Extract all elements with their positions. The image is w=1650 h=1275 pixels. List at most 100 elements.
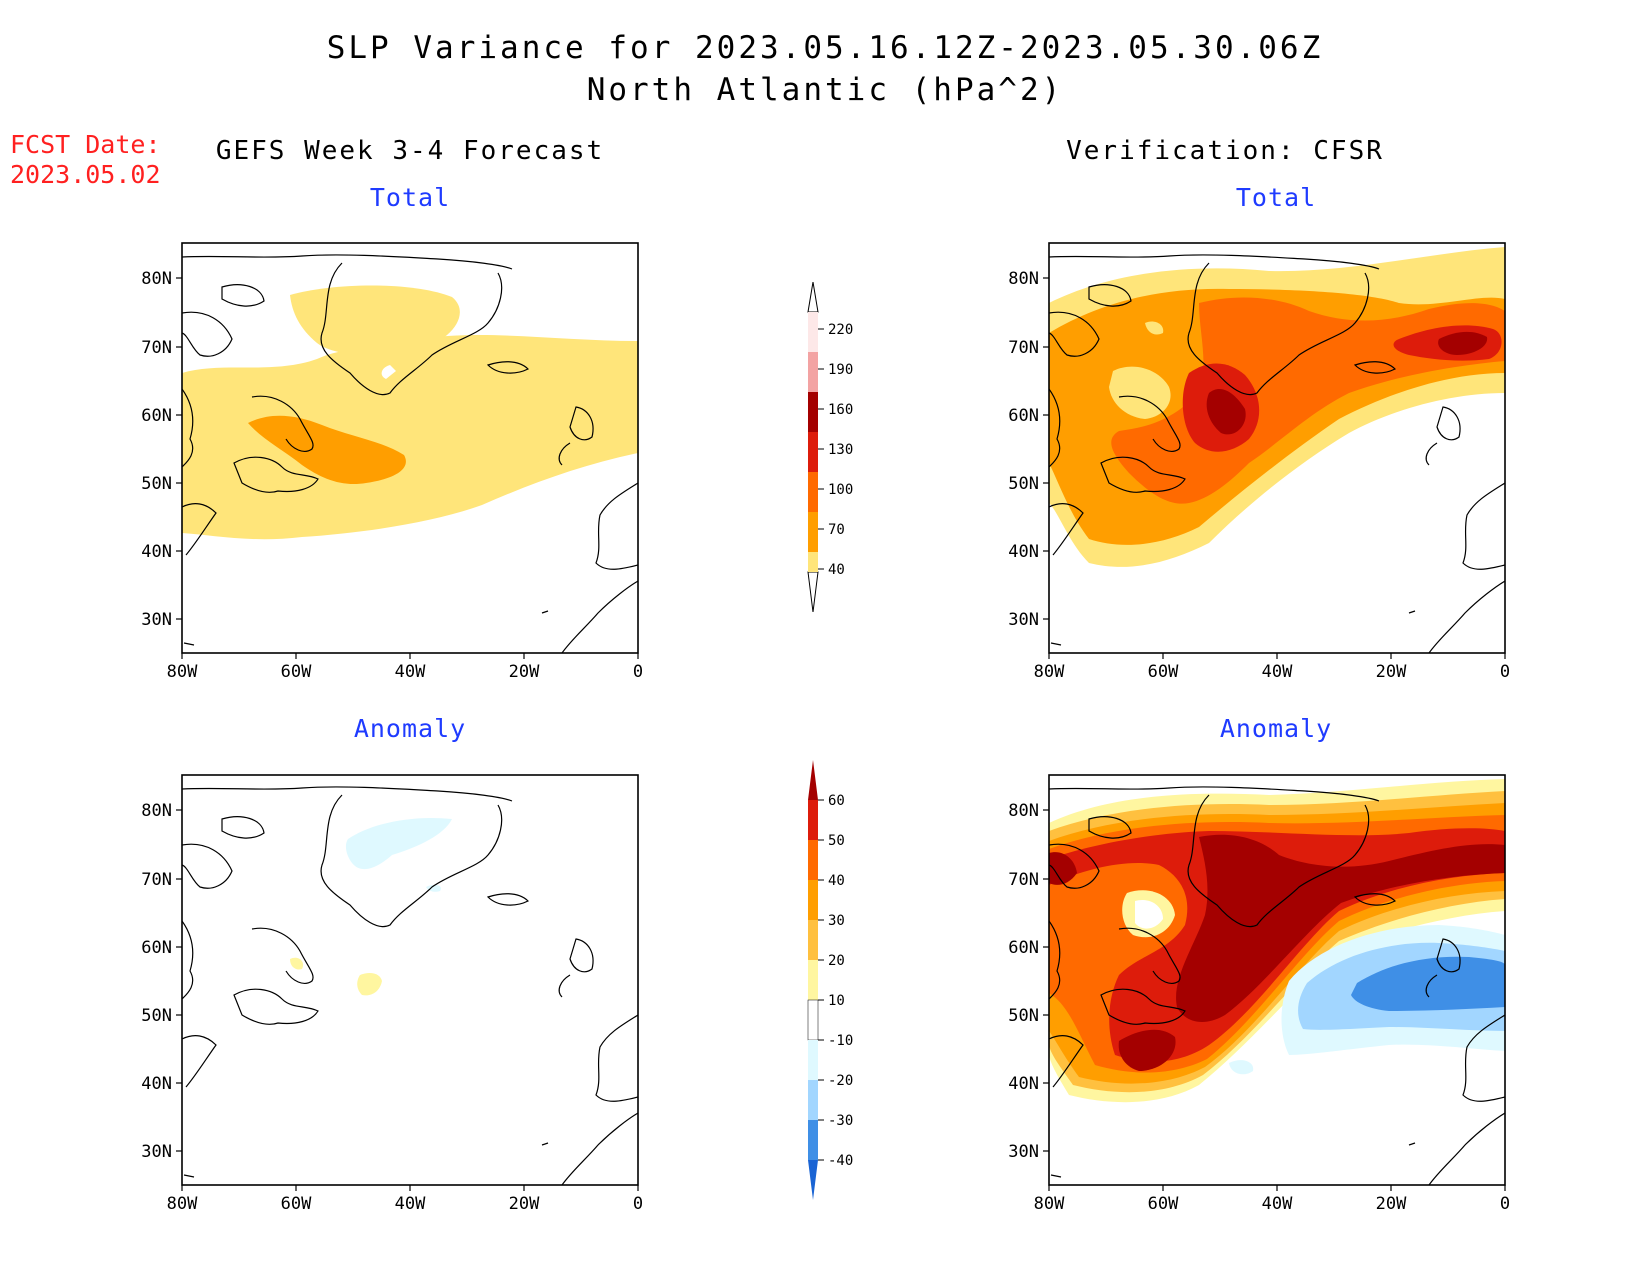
lat-label-60n: 60N (1008, 406, 1039, 426)
colorbar-anomaly-swatch (807, 999, 819, 1041)
lon-label-40w: 40W (395, 662, 426, 682)
lon-label-0: 0 (1500, 1194, 1510, 1214)
shade-pos60 (1176, 834, 1505, 1022)
shade-pos60-sw (1118, 1029, 1176, 1071)
colorbar-anomaly-label: 30 (828, 913, 845, 929)
lat-label-60n: 60N (141, 406, 172, 426)
colorbar-anomaly-label: 10 (828, 993, 845, 1009)
lat-label-80n: 80N (141, 801, 172, 821)
colorbar-anomaly-arrow-bottom (808, 1160, 818, 1200)
colorbar-total-label: 190 (828, 362, 853, 378)
colorbar-anomaly-swatch (808, 840, 818, 880)
colorbar-total-swatch (808, 472, 818, 512)
colorbar-anomaly: 60 50 40 30 20 10 -10 -20 -30 -40 (800, 760, 880, 1210)
shade-40-70-north (290, 285, 460, 356)
left-column-heading: GEFS Week 3-4 Forecast (215, 136, 605, 166)
colorbar-total-swatch (808, 432, 818, 472)
colorbar-anomaly-swatch (808, 1080, 818, 1120)
coastlines (1049, 786, 1505, 1185)
lon-label-60w: 60W (281, 662, 312, 682)
lon-label-20w: 20W (1376, 662, 1407, 682)
lon-label-60w: 60W (1148, 1194, 1179, 1214)
right-column-heading: Verification: CFSR (1066, 136, 1384, 166)
colorbar-total: 220 190 160 130 100 70 40 (800, 282, 880, 612)
lat-label-60n: 60N (141, 938, 172, 958)
lon-label-0: 0 (633, 662, 643, 682)
lat-label-50n: 50N (141, 1006, 172, 1026)
panel-title-bottom-left: Anomaly (353, 714, 467, 743)
shade-160 (1206, 388, 1246, 435)
colorbar-total-label: 160 (828, 402, 853, 418)
map-verification-total: 80N 70N 60N 50N 40N 30N 80W 60W 40W 20W … (977, 236, 1537, 686)
shade-70-100 (248, 415, 406, 485)
colorbar-anomaly-swatch (808, 1120, 818, 1160)
colorbar-anomaly-swatch (808, 920, 818, 960)
colorbar-anomaly-label: 40 (828, 873, 845, 889)
shade-neg10 (345, 817, 452, 870)
fcst-date-value: 2023.05.02 (10, 160, 161, 189)
chart-subtitle: North Atlantic (hPa^2) (586, 72, 1064, 108)
lat-label-40n: 40N (141, 1074, 172, 1094)
lat-label-40n: 40N (141, 542, 172, 562)
shade-160-east (1438, 331, 1488, 355)
colorbar-anomaly-label: 20 (828, 953, 845, 969)
shade-pos10 (290, 957, 304, 970)
lat-label-50n: 50N (1008, 1006, 1039, 1026)
lon-label-40w: 40W (1262, 662, 1293, 682)
coastlines (1049, 254, 1505, 653)
colorbar-total-label: 130 (828, 442, 853, 458)
map-forecast-total: 80N 70N 60N 50N 40N 30N 80W 60W 40W 20W … (110, 236, 670, 686)
lon-label-80w: 80W (1034, 1194, 1065, 1214)
colorbar-anomaly-label: -10 (828, 1033, 853, 1049)
lat-label-50n: 50N (1008, 474, 1039, 494)
colorbar-anomaly-label: -30 (828, 1113, 853, 1129)
lat-label-80n: 80N (141, 269, 172, 289)
coastlines (182, 254, 638, 653)
lon-label-0: 0 (633, 1194, 643, 1214)
lon-label-60w: 60W (1148, 662, 1179, 682)
fcst-date-block: FCST Date: 2023.05.02 (10, 130, 161, 190)
panel-title-top-left: Total (369, 183, 451, 212)
lon-label-40w: 40W (1262, 1194, 1293, 1214)
lon-label-20w: 20W (509, 1194, 540, 1214)
lat-label-70n: 70N (1008, 338, 1039, 358)
coastlines (182, 786, 638, 1185)
lat-label-40n: 40N (1008, 542, 1039, 562)
chart-title: SLP Variance for 2023.05.16.12Z-2023.05.… (326, 30, 1324, 66)
colorbar-total-label: 220 (828, 322, 853, 338)
colorbar-total-swatch (808, 552, 818, 572)
lat-label-80n: 80N (1008, 269, 1039, 289)
colorbar-total-swatch (808, 512, 818, 552)
panel-title-top-right: Total (1235, 183, 1317, 212)
colorbar-total-label: 70 (828, 522, 845, 538)
lat-label-70n: 70N (141, 870, 172, 890)
colorbar-anomaly-label: -20 (828, 1073, 853, 1089)
colorbar-total-label: 100 (828, 482, 853, 498)
lat-label-30n: 30N (1008, 610, 1039, 630)
colorbar-anomaly-arrow-top (808, 760, 818, 800)
colorbar-total-swatch (808, 392, 818, 432)
lon-label-40w: 40W (395, 1194, 426, 1214)
colorbar-total-swatch (808, 352, 818, 392)
colorbar-anomaly-swatch (808, 880, 818, 920)
map-forecast-anomaly: 80N 70N 60N 50N 40N 30N 80W 60W 40W 20W … (110, 768, 670, 1218)
lat-label-40n: 40N (1008, 1074, 1039, 1094)
lat-label-70n: 70N (141, 338, 172, 358)
shade-40-70 (182, 335, 638, 540)
colorbar-anomaly-swatch (808, 1040, 818, 1080)
lat-label-30n: 30N (1008, 1142, 1039, 1162)
lon-label-0: 0 (1500, 662, 1510, 682)
lat-label-80n: 80N (1008, 801, 1039, 821)
shade-pos60-west (1049, 852, 1077, 885)
colorbar-anomaly-label: 50 (828, 833, 845, 849)
colorbar-anomaly-swatch (808, 800, 818, 840)
fcst-date-label: FCST Date: (10, 130, 161, 159)
lon-label-60w: 60W (281, 1194, 312, 1214)
colorbar-anomaly-label: 60 (828, 793, 845, 809)
lat-label-70n: 70N (1008, 870, 1039, 890)
lon-label-20w: 20W (509, 662, 540, 682)
lon-label-80w: 80W (1034, 662, 1065, 682)
lon-label-80w: 80W (167, 662, 198, 682)
lon-label-80w: 80W (167, 1194, 198, 1214)
colorbar-total-swatch (808, 312, 818, 352)
